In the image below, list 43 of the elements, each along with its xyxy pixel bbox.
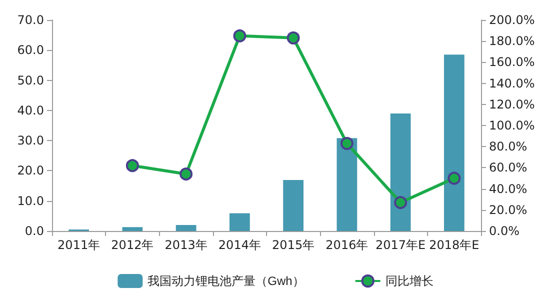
point bbox=[340, 136, 354, 150]
y2-tick-label: 200.0% bbox=[489, 13, 535, 27]
y2-tick-label: 20.0% bbox=[489, 202, 528, 217]
point bbox=[286, 31, 300, 44]
y-tick-label: 10.0 bbox=[17, 194, 44, 208]
y-tick-label: 0.0 bbox=[24, 224, 44, 238]
bar bbox=[283, 180, 304, 231]
x-tick-label: 2012年 bbox=[111, 238, 154, 252]
y2-tick-label: 0.0% bbox=[489, 224, 520, 238]
y2-tick-label: 120.0% bbox=[489, 97, 535, 112]
point bbox=[394, 196, 408, 210]
point bbox=[126, 159, 139, 172]
bar bbox=[176, 224, 196, 231]
y-tick-label: 40.0 bbox=[17, 103, 44, 118]
x-tick-label: 2016年 bbox=[326, 238, 368, 252]
y2-tick-label: 160.0% bbox=[489, 55, 535, 70]
y-tick-label: 70.0 bbox=[17, 13, 44, 27]
point bbox=[233, 29, 246, 42]
y-tick-label: 60.0 bbox=[17, 43, 44, 58]
point bbox=[180, 168, 193, 181]
legend-label: 我国动力锂电池产量（Gwh） bbox=[148, 274, 304, 288]
y-tick-label: 20.0 bbox=[17, 164, 44, 178]
y2-tick-label: 80.0% bbox=[489, 140, 528, 154]
bar bbox=[230, 213, 250, 231]
y2-tick-label: 140.0% bbox=[489, 76, 535, 90]
x-tick-label: 2018年E bbox=[429, 238, 480, 252]
bar bbox=[336, 138, 358, 231]
y2-tick-label: 60.0% bbox=[489, 160, 528, 175]
x-tick-label: 2015年 bbox=[272, 238, 315, 252]
point bbox=[448, 172, 461, 185]
bar bbox=[390, 113, 411, 231]
y2-tick-label: 100.0% bbox=[489, 118, 535, 132]
bar bbox=[122, 227, 143, 231]
x-tick-label: 2011年 bbox=[58, 238, 100, 252]
x-tick-label: 2014年 bbox=[218, 238, 261, 252]
y-tick-label: 50.0 bbox=[17, 73, 44, 88]
y-tick-label: 30.0 bbox=[17, 134, 44, 148]
x-tick-label: 2017年E bbox=[376, 238, 426, 252]
y2-tick-label: 180.0% bbox=[489, 34, 535, 48]
legend-label: 同比增长 bbox=[385, 274, 434, 288]
x-tick-label: 2013年 bbox=[164, 238, 208, 252]
y2-tick-label: 40.0% bbox=[489, 182, 528, 196]
bar bbox=[444, 54, 464, 231]
